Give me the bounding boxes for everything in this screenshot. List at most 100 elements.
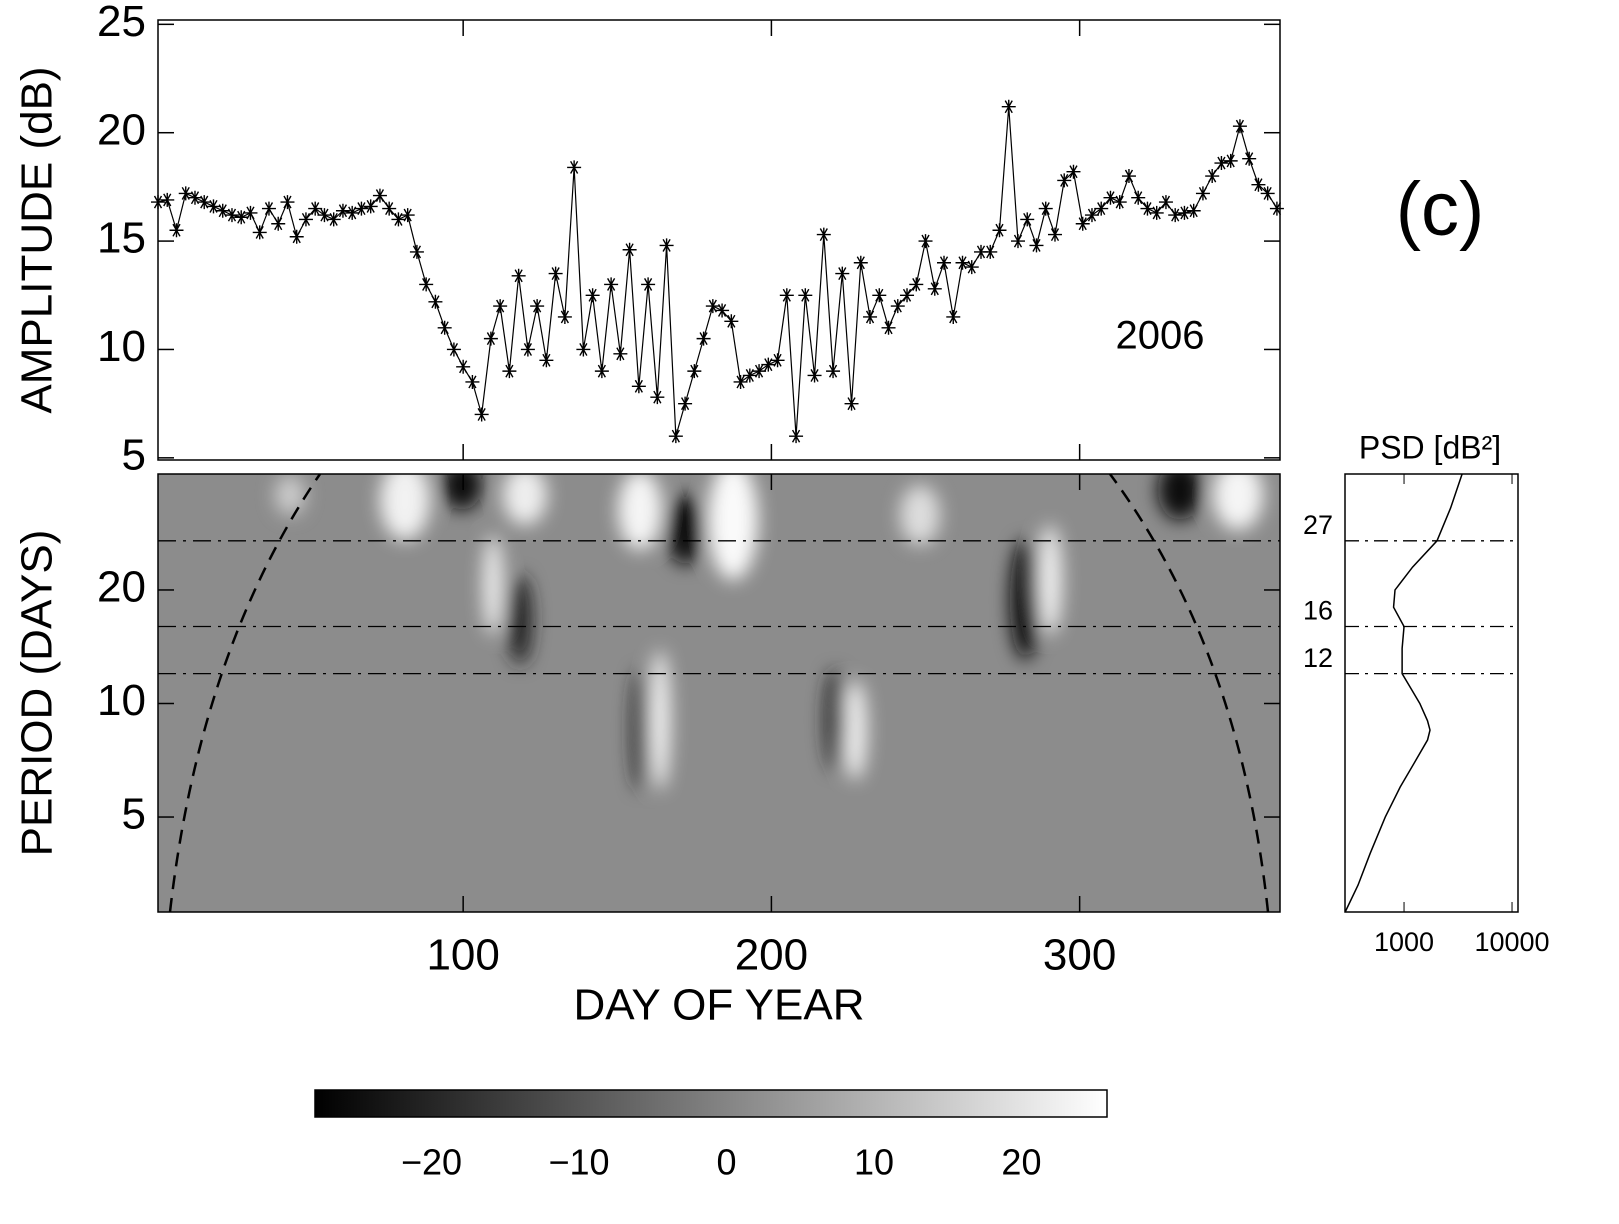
- data-point: [955, 255, 970, 270]
- colorbar-tick-label: 10: [854, 1142, 894, 1183]
- data-point: [1223, 153, 1238, 168]
- y-tick-label: 5: [122, 430, 146, 479]
- data-point: [604, 277, 619, 292]
- data-point: [1038, 201, 1053, 216]
- data-point: [927, 281, 942, 296]
- data-point: [881, 320, 896, 335]
- annotation: 2006: [1116, 314, 1205, 358]
- data-point: [1103, 190, 1118, 205]
- data-point: [308, 201, 323, 216]
- data-point: [789, 429, 804, 444]
- y-tick-label: 16: [1303, 596, 1333, 626]
- y-tick-label: 5: [122, 790, 146, 839]
- data-point: [197, 195, 212, 210]
- data-point: [844, 396, 859, 411]
- data-point: [437, 320, 452, 335]
- psd-title: PSD [dB²]: [1359, 429, 1501, 465]
- y-tick-label: 12: [1303, 643, 1333, 673]
- data-point: [650, 390, 665, 405]
- data-point: [724, 314, 739, 329]
- data-point: [493, 299, 508, 314]
- data-point: [1029, 238, 1044, 253]
- data-point: [151, 195, 165, 210]
- data-point: [363, 199, 378, 214]
- data-point: [705, 299, 720, 314]
- data-point: [1168, 208, 1183, 223]
- data-point: [678, 396, 693, 411]
- plot-frame: [157, 19, 1281, 461]
- data-point: [585, 288, 600, 303]
- data-point: [1260, 186, 1275, 201]
- data-point: [974, 244, 989, 259]
- y-tick-label: 15: [97, 214, 146, 263]
- data-point: [160, 192, 175, 207]
- y-axis-label: AMPLITUDE (dB): [13, 66, 62, 413]
- x-tick-label: 300: [1043, 931, 1116, 980]
- data-point: [465, 374, 480, 389]
- data-point: [641, 277, 656, 292]
- data-point: [252, 225, 267, 240]
- data-point: [668, 429, 683, 444]
- data-point: [511, 268, 526, 283]
- data-point: [289, 229, 304, 244]
- data-point: [742, 368, 757, 383]
- data-point: [428, 294, 443, 309]
- colorbar-tick-label: 0: [716, 1142, 736, 1183]
- data-point: [419, 277, 434, 292]
- data-point: [872, 288, 887, 303]
- data-point: [1269, 201, 1284, 216]
- data-point: [354, 201, 369, 216]
- data-point: [1186, 203, 1201, 218]
- data-point: [1177, 205, 1192, 220]
- data-point: [909, 277, 924, 292]
- data-point: [391, 212, 406, 227]
- colorbar-tick-label: 20: [1001, 1142, 1041, 1183]
- data-point: [918, 234, 933, 249]
- data-point: [1001, 99, 1016, 114]
- colorbar-tick-label: −20: [401, 1142, 462, 1183]
- data-point: [1121, 169, 1136, 184]
- colorbar: [314, 1089, 1108, 1118]
- data-point: [1251, 177, 1266, 192]
- data-point: [280, 195, 295, 210]
- data-point: [539, 353, 554, 368]
- y-tick-label: 10: [97, 676, 146, 725]
- x-tick-label: 1000: [1374, 927, 1434, 957]
- data-point: [382, 201, 397, 216]
- data-point: [613, 346, 628, 361]
- data-point: [835, 266, 850, 281]
- data-point: [456, 359, 471, 374]
- data-point: [400, 208, 415, 223]
- data-point: [567, 160, 582, 175]
- y-tick-label: 20: [97, 563, 146, 612]
- y-tick-label: 20: [97, 105, 146, 154]
- y-tick-label: 25: [97, 0, 146, 46]
- data-point: [752, 364, 767, 379]
- data-point: [576, 342, 591, 357]
- data-point: [261, 201, 276, 216]
- data-point: [548, 266, 563, 281]
- data-point: [816, 227, 831, 242]
- data-point: [345, 205, 360, 220]
- data-point: [1075, 216, 1090, 231]
- data-point: [761, 357, 776, 372]
- data-point: [1195, 186, 1210, 201]
- data-point: [863, 309, 878, 324]
- data-point: [326, 212, 341, 227]
- data-point: [1066, 164, 1081, 179]
- data-point: [937, 255, 952, 270]
- data-point: [1084, 208, 1099, 223]
- wavelet-image: [158, 474, 1280, 912]
- data-point: [1214, 156, 1229, 171]
- data-point: [696, 331, 711, 346]
- data-point: [946, 309, 961, 324]
- x-axis-label: DAY OF YEAR: [574, 981, 865, 1030]
- y-tick-label: 10: [97, 322, 146, 371]
- data-point: [187, 190, 202, 205]
- data-point: [770, 353, 785, 368]
- data-point: [298, 212, 313, 227]
- data-point: [853, 255, 868, 270]
- data-point: [520, 342, 535, 357]
- data-point: [372, 188, 387, 203]
- data-point: [317, 208, 332, 223]
